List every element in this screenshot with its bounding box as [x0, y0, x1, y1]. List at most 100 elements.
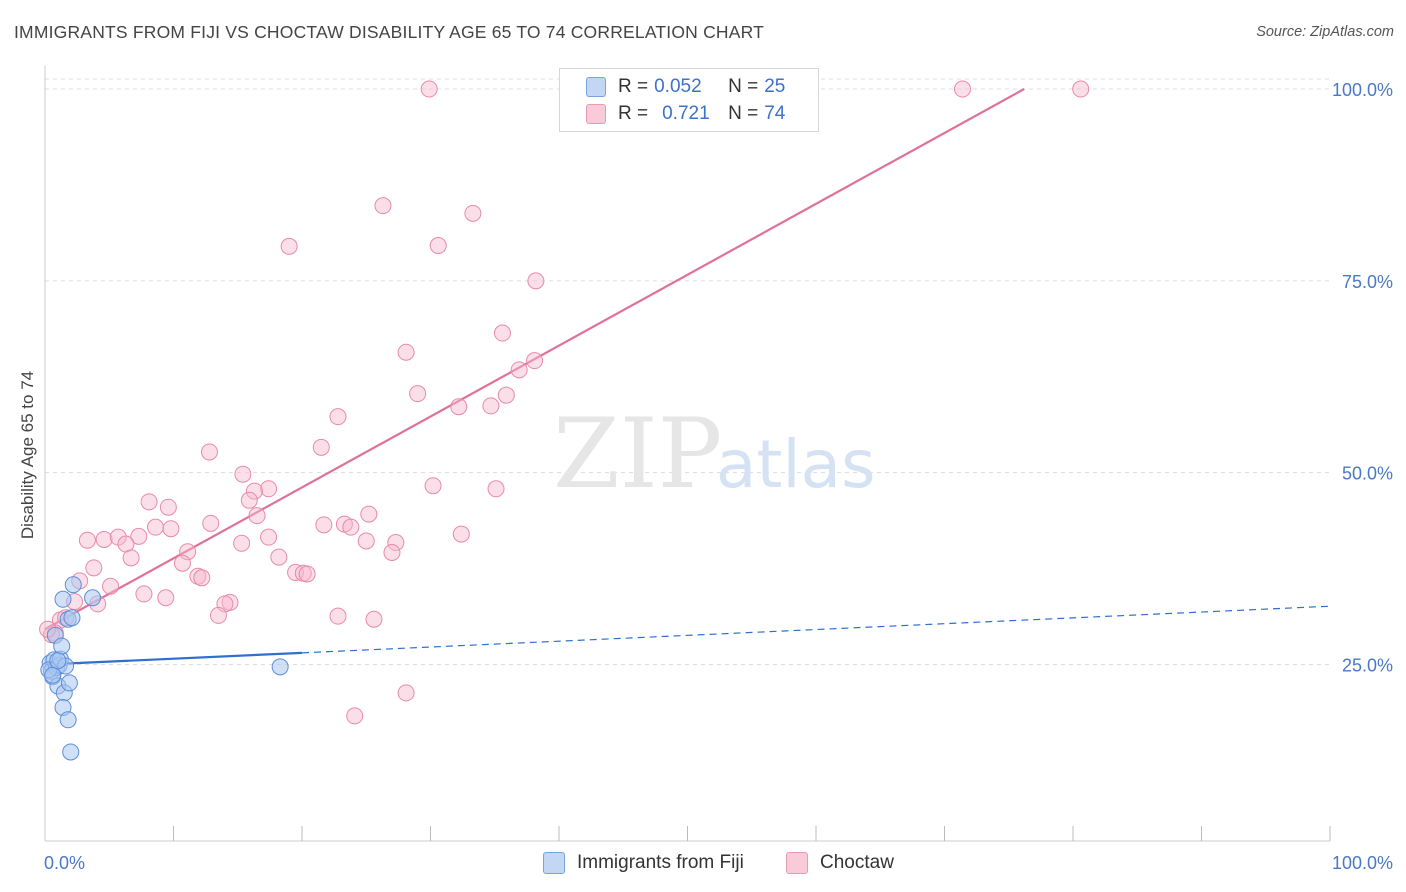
- point-choctaw: [329, 607, 347, 625]
- legend-swatch-fiji: [543, 852, 565, 874]
- point-choctaw: [140, 493, 158, 511]
- point-choctaw: [173, 554, 191, 572]
- trend-line-choctaw: [44, 88, 1025, 631]
- point-choctaw: [270, 548, 288, 566]
- point-choctaw: [357, 532, 375, 550]
- point-choctaw: [374, 197, 392, 215]
- point-choctaw: [342, 518, 360, 536]
- point-choctaw: [78, 531, 96, 549]
- point-choctaw: [493, 324, 511, 342]
- point-choctaw: [240, 491, 258, 509]
- point-choctaw: [157, 589, 175, 607]
- point-choctaw: [147, 518, 165, 536]
- legend-n-value: 74: [764, 103, 786, 124]
- legend-row-choctaw: R = 0.721 N = 74: [586, 101, 785, 127]
- data-points: [39, 80, 1090, 761]
- point-choctaw: [209, 606, 227, 624]
- point-choctaw: [260, 480, 278, 498]
- point-choctaw: [526, 352, 544, 370]
- point-choctaw: [497, 386, 515, 404]
- y-tick-label: 25.0%: [1342, 656, 1393, 676]
- trend-lines: [44, 88, 1331, 666]
- point-choctaw: [248, 507, 266, 525]
- point-choctaw: [450, 398, 468, 416]
- point-choctaw: [452, 525, 470, 543]
- x-tick-labels: 0.0% 100.0%: [44, 853, 1393, 873]
- legend-r-label: R =: [618, 103, 649, 124]
- point-choctaw: [383, 543, 401, 561]
- legend-r-value: 0.052: [654, 76, 702, 97]
- axes: [44, 66, 1331, 842]
- y-tick-label: 50.0%: [1342, 464, 1393, 484]
- point-choctaw: [135, 585, 153, 603]
- point-choctaw: [1072, 80, 1090, 98]
- point-choctaw: [464, 204, 482, 222]
- point-choctaw: [233, 534, 251, 552]
- point-fiji: [60, 674, 78, 692]
- y-tick-label: 75.0%: [1342, 272, 1393, 292]
- point-choctaw: [312, 438, 330, 456]
- point-choctaw: [95, 530, 113, 548]
- point-choctaw: [280, 237, 298, 255]
- point-choctaw: [159, 498, 177, 516]
- point-choctaw: [193, 569, 211, 587]
- point-choctaw: [260, 528, 278, 546]
- watermark-atlas: atlas: [716, 426, 876, 503]
- legend-label-fiji: Immigrants from Fiji: [577, 852, 744, 873]
- point-choctaw: [397, 343, 415, 361]
- point-choctaw: [130, 527, 148, 545]
- point-fiji: [53, 637, 71, 655]
- legend-item-choctaw: Choctaw: [786, 852, 894, 874]
- point-choctaw: [298, 565, 316, 583]
- trend-line-fiji-extrapolated: [301, 605, 1331, 654]
- legend-n-value: 25: [764, 76, 786, 97]
- legend-n-label: N =: [728, 76, 759, 97]
- point-choctaw: [162, 520, 180, 538]
- y-tick-labels: 25.0% 50.0% 75.0% 100.0%: [1332, 80, 1393, 675]
- point-choctaw: [365, 610, 383, 628]
- point-choctaw: [102, 577, 120, 595]
- point-choctaw: [234, 465, 252, 483]
- point-choctaw: [527, 272, 545, 290]
- point-fiji: [84, 589, 102, 607]
- point-fiji: [59, 711, 77, 729]
- point-fiji: [271, 658, 289, 676]
- correlation-legend: R = 0.052 N = 25 R = 0.721 N = 74: [559, 68, 819, 132]
- point-choctaw: [953, 80, 971, 98]
- point-choctaw: [409, 385, 427, 403]
- series-legend: Immigrants from Fiji Choctaw: [0, 852, 1406, 878]
- x-tick-label: 100.0%: [1332, 853, 1393, 873]
- watermark-zip: ZIP: [553, 398, 722, 510]
- point-choctaw: [202, 514, 220, 532]
- legend-r-label: R =: [618, 76, 649, 97]
- legend-label-choctaw: Choctaw: [820, 852, 894, 873]
- point-choctaw: [429, 237, 447, 255]
- point-choctaw: [360, 505, 378, 523]
- point-fiji: [62, 743, 80, 761]
- point-choctaw: [329, 408, 347, 426]
- point-fiji: [44, 666, 62, 684]
- point-choctaw: [482, 397, 500, 415]
- point-choctaw: [122, 549, 140, 567]
- legend-swatch-fiji: [586, 77, 606, 97]
- point-choctaw: [245, 482, 263, 500]
- legend-swatch-choctaw: [586, 104, 606, 124]
- trend-line-fiji: [44, 651, 303, 666]
- point-choctaw: [397, 684, 415, 702]
- point-choctaw: [346, 707, 364, 725]
- point-choctaw: [424, 477, 442, 495]
- legend-n-label: N =: [728, 103, 759, 124]
- legend-r-value: 0.721: [662, 103, 710, 124]
- chart-source: Source: ZipAtlas.com: [1256, 24, 1394, 40]
- point-choctaw: [315, 516, 333, 534]
- point-fiji: [49, 652, 67, 670]
- point-fiji: [64, 576, 82, 594]
- point-choctaw: [510, 361, 528, 379]
- legend-swatch-choctaw: [786, 852, 808, 874]
- chart-title: IMMIGRANTS FROM FIJI VS CHOCTAW DISABILI…: [14, 22, 765, 42]
- point-choctaw: [487, 480, 505, 498]
- point-fiji: [63, 609, 81, 627]
- grid-lines: [45, 78, 1330, 666]
- legend-row-fiji: R = 0.052 N = 25: [586, 74, 785, 100]
